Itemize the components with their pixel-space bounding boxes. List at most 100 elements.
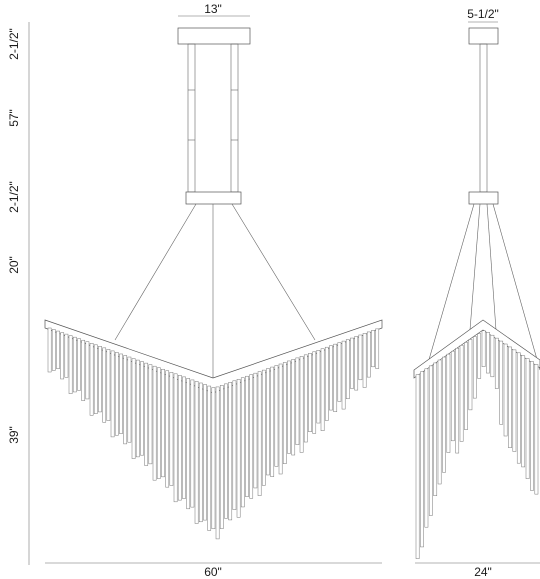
crystal-rod	[219, 385, 224, 529]
crystal-rod	[51, 329, 56, 371]
canopy-height-label: 2-1/2"	[7, 28, 21, 60]
bottom-width-side-dimension: 24"	[415, 562, 540, 579]
crystal-rod	[337, 342, 342, 402]
crystal-rod	[261, 369, 266, 486]
side-canopy	[468, 27, 499, 45]
crystal-rod	[333, 343, 338, 412]
crystal-rod	[278, 363, 283, 475]
crystal-rod	[224, 383, 228, 519]
crystal-rod	[47, 327, 52, 373]
crystal-rod	[320, 348, 325, 431]
crystal-rod	[371, 330, 375, 368]
crystal-rod	[455, 348, 460, 454]
crystal-rod	[194, 381, 199, 524]
crystal-rod	[156, 367, 161, 479]
crystal-rod	[287, 360, 291, 454]
crystal-rod	[182, 376, 186, 499]
front-crystal-rods	[47, 327, 380, 540]
crystal-rod	[148, 364, 153, 465]
crystal-rod	[198, 382, 203, 523]
front-canopy	[177, 27, 251, 45]
crystal-rod	[525, 358, 530, 479]
crystal-rod	[228, 382, 233, 521]
crystal-rod	[161, 368, 165, 478]
crystal-rod	[177, 375, 182, 501]
crystal-rod	[420, 371, 424, 548]
crystal-rod	[232, 380, 237, 510]
crystal-rod	[375, 328, 380, 369]
crystal-rod	[266, 368, 270, 476]
crystal-rod	[203, 384, 207, 521]
crystal-rod	[211, 387, 216, 530]
crystal-rod	[329, 345, 333, 411]
crystal-rod	[102, 347, 107, 423]
crystal-rod	[450, 350, 455, 442]
crystal-rod	[56, 330, 60, 369]
crystal-rod	[477, 333, 482, 379]
top-width-side-label: 5-1/2"	[467, 7, 499, 21]
top-width-front-label: 13"	[204, 2, 222, 16]
crystal-rod	[77, 338, 81, 391]
top-width-side-dimension: 5-1/2"	[467, 7, 499, 23]
crystal-rod	[312, 351, 317, 434]
crystal-rod	[521, 355, 526, 468]
crystal-rod	[472, 336, 477, 399]
crystal-rod	[350, 337, 354, 389]
bottom-width-front-dimension: 60"	[45, 562, 382, 579]
mount-height-label: 2-1/2"	[7, 181, 21, 213]
crystal-rod	[152, 365, 157, 481]
crystal-rod	[253, 372, 258, 489]
crystal-rod	[165, 370, 170, 488]
crystal-rod	[424, 368, 429, 528]
front-view	[44, 27, 383, 540]
crystal-rod	[127, 356, 132, 443]
front-v-frame	[44, 319, 383, 394]
crystal-rod	[240, 377, 245, 508]
crystal-rod	[324, 346, 329, 421]
crystal-rod	[81, 339, 86, 401]
crystal-rod	[131, 358, 136, 459]
crystal-rod	[354, 336, 359, 391]
crystal-rod	[494, 337, 499, 389]
crystal-rod	[140, 361, 144, 456]
front-stems	[187, 43, 239, 193]
crystal-rod	[446, 353, 451, 453]
side-view	[413, 27, 540, 559]
crystal-rod	[85, 341, 90, 400]
crystal-rod	[169, 372, 174, 486]
crystal-rod	[437, 359, 442, 485]
crystal-rod	[316, 350, 321, 424]
crystal-rod	[68, 335, 73, 394]
crystal-rod	[236, 379, 241, 518]
side-mount-plate	[468, 191, 499, 205]
crystal-rod	[89, 343, 94, 416]
crystal-rod	[459, 345, 464, 442]
crystal-rod	[60, 332, 65, 380]
crystal-rod	[123, 355, 128, 445]
crystal-rod	[468, 339, 473, 411]
fixture-height-label: 39"	[7, 426, 21, 444]
crystal-rod	[173, 373, 178, 503]
crystal-rod	[295, 357, 300, 445]
crystal-rod	[503, 343, 508, 437]
crystal-rod	[530, 361, 534, 491]
crystal-rod	[534, 364, 539, 495]
crystal-rod	[72, 336, 77, 393]
front-cables	[114, 203, 316, 385]
crystal-rod	[270, 366, 275, 477]
crystal-rod	[249, 374, 254, 499]
crystal-rod	[433, 362, 438, 496]
crystal-rod	[119, 353, 123, 434]
width-front-label: 60"	[204, 565, 222, 579]
crystal-rod	[303, 354, 308, 443]
crystal-rod	[516, 352, 521, 464]
crystal-rod	[486, 332, 490, 374]
crystal-rod	[308, 353, 312, 432]
crystal-rod	[144, 362, 149, 466]
crystal-rod	[362, 333, 367, 388]
crystal-rod	[428, 365, 433, 516]
cable-height-label: 20"	[7, 256, 21, 274]
side-stem	[479, 43, 488, 193]
crystal-rod	[464, 342, 468, 430]
